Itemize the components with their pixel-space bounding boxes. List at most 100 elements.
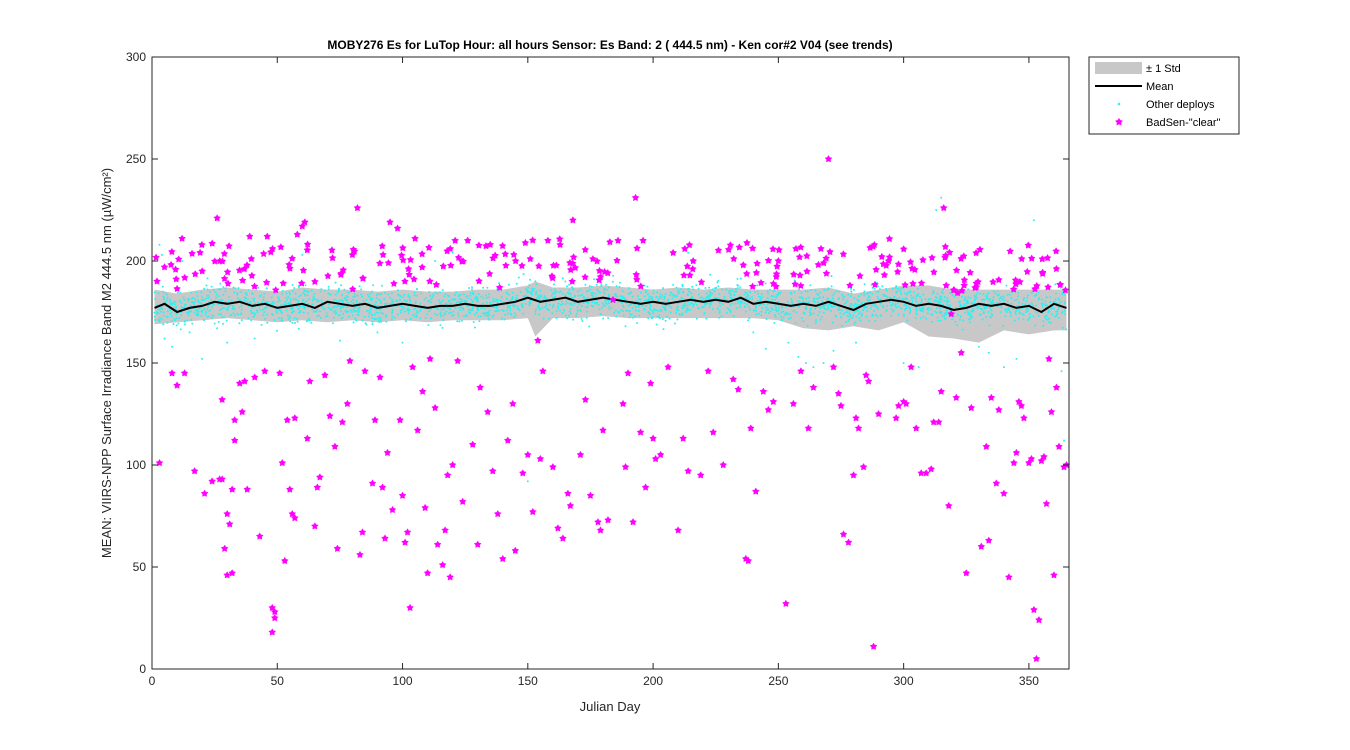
badsen-clear-point <box>724 245 733 253</box>
other-deploys-point <box>961 328 964 331</box>
badsen-clear-point <box>433 540 442 548</box>
other-deploys-point <box>1017 295 1020 298</box>
other-deploys-point <box>517 307 520 310</box>
other-deploys-point <box>215 293 218 296</box>
other-deploys-point <box>401 341 404 344</box>
other-deploys-point <box>751 298 754 301</box>
other-deploys-point <box>850 295 852 298</box>
other-deploys-point <box>236 293 239 296</box>
other-deploys-point <box>449 308 452 310</box>
badsen-clear-point <box>651 454 660 463</box>
other-deploys-point <box>729 309 732 312</box>
other-deploys-point <box>622 296 625 299</box>
badsen-clear-point <box>1052 247 1060 255</box>
other-deploys-point <box>636 295 639 298</box>
other-deploys-point <box>1005 284 1008 287</box>
badsen-clear-point <box>405 270 413 278</box>
other-deploys-point <box>915 312 918 315</box>
other-deploys-point <box>734 288 737 290</box>
other-deploys-point <box>304 294 307 297</box>
other-deploys-point <box>814 319 817 322</box>
badsen-clear-point <box>902 399 910 408</box>
other-deploys-point <box>531 293 534 296</box>
other-deploys-point <box>296 317 298 320</box>
other-deploys-point <box>413 294 416 297</box>
other-deploys-point <box>288 301 291 304</box>
other-deploys-point <box>371 320 374 323</box>
other-deploys-point <box>991 314 994 317</box>
other-deploys-point <box>540 295 543 298</box>
other-deploys-point <box>424 316 427 319</box>
badsen-clear-point <box>729 254 738 263</box>
badsen-clear-point <box>386 218 394 226</box>
other-deploys-point <box>234 314 236 317</box>
other-deploys-point <box>154 319 157 321</box>
badsen-clear-point <box>198 240 206 249</box>
other-deploys-point <box>756 284 759 287</box>
other-deploys-point <box>215 296 218 299</box>
other-deploys-point <box>184 303 187 306</box>
badsen-clear-point <box>486 240 495 248</box>
other-deploys-point <box>487 317 490 319</box>
other-deploys-point <box>974 298 977 301</box>
other-deploys-point <box>311 308 314 311</box>
other-deploys-point <box>789 291 792 294</box>
other-deploys-point <box>206 277 209 280</box>
other-deploys-point <box>822 362 825 364</box>
other-deploys-point <box>603 287 605 290</box>
other-deploys-point <box>208 310 211 313</box>
other-deploys-point <box>891 287 894 290</box>
other-deploys-point <box>374 317 377 320</box>
other-deploys-point <box>941 314 944 317</box>
other-deploys-point <box>902 315 905 317</box>
other-deploys-point <box>587 290 589 292</box>
other-deploys-point <box>278 299 281 302</box>
badsen-clear-point <box>220 544 229 552</box>
other-deploys-point <box>850 302 853 305</box>
other-deploys-point <box>847 320 850 322</box>
other-deploys-point <box>297 300 300 303</box>
other-deploys-point <box>484 294 487 297</box>
badsen-clear-point <box>521 238 530 247</box>
badsen-clear-point <box>247 254 256 263</box>
other-deploys-point <box>755 313 758 316</box>
other-deploys-point <box>617 310 620 313</box>
other-deploys-point <box>467 297 470 300</box>
other-deploys-point <box>648 312 651 314</box>
other-deploys-point <box>287 296 290 299</box>
other-deploys-point <box>761 307 764 310</box>
other-deploys-point <box>1036 312 1039 315</box>
other-deploys-point <box>529 278 532 281</box>
other-deploys-point <box>456 320 459 323</box>
other-deploys-point <box>510 313 513 316</box>
other-deploys-point <box>855 315 858 318</box>
other-deploys-point <box>545 302 548 305</box>
other-deploys-point <box>214 291 217 294</box>
other-deploys-point <box>385 314 388 317</box>
other-deploys-point <box>674 322 676 325</box>
other-deploys-point <box>476 298 479 301</box>
other-deploys-point <box>900 287 903 290</box>
other-deploys-point <box>996 294 999 296</box>
other-deploys-point <box>600 306 603 309</box>
other-deploys-point <box>794 322 797 325</box>
badsen-clear-point <box>664 363 672 371</box>
badsen-clear-point <box>757 278 765 287</box>
other-deploys-point <box>548 303 551 306</box>
other-deploys-point <box>831 321 834 324</box>
y-tick-label: 300 <box>126 50 146 64</box>
other-deploys-point <box>559 290 562 293</box>
other-deploys-point <box>728 292 731 295</box>
other-deploys-point <box>307 319 310 322</box>
other-deploys-point <box>1022 299 1025 301</box>
badsen-clear-point <box>559 534 567 542</box>
other-deploys-point <box>369 308 372 311</box>
other-deploys-point <box>409 301 412 304</box>
other-deploys-point <box>426 313 429 316</box>
other-deploys-point <box>486 312 489 315</box>
other-deploys-point <box>236 292 239 295</box>
other-deploys-point <box>310 289 313 292</box>
other-deploys-point <box>357 307 360 310</box>
other-deploys-point <box>1034 310 1037 313</box>
